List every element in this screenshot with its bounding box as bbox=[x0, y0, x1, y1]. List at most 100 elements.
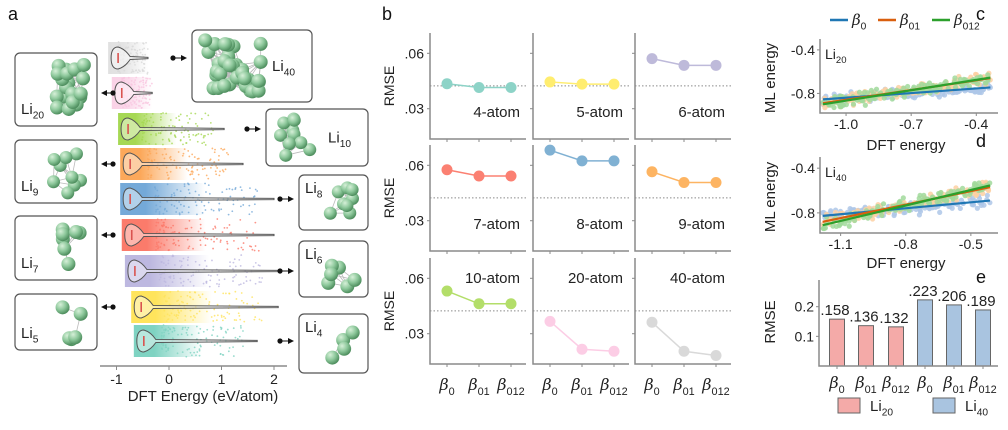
energy-point bbox=[187, 188, 190, 191]
energy-point bbox=[117, 65, 120, 68]
energy-point bbox=[162, 342, 165, 345]
energy-point bbox=[191, 153, 194, 156]
energy-point bbox=[134, 106, 137, 109]
energy-point bbox=[192, 133, 195, 136]
axes-frame bbox=[634, 258, 731, 365]
cluster-label-subscript: 20 bbox=[33, 111, 45, 122]
energy-point bbox=[133, 96, 136, 99]
energy-point bbox=[203, 141, 205, 144]
legend-label-base: β bbox=[899, 11, 909, 29]
energy-point bbox=[122, 86, 125, 89]
energy-point bbox=[141, 58, 144, 61]
x-tick-label: 1 bbox=[218, 371, 226, 387]
violin-shape bbox=[122, 187, 275, 211]
connector-dot bbox=[277, 338, 283, 344]
energy-point bbox=[173, 277, 175, 280]
x-tick-label: β0 bbox=[438, 375, 454, 398]
violin-shape bbox=[114, 81, 153, 105]
connector-li20 bbox=[101, 90, 116, 96]
energy-point bbox=[151, 113, 154, 115]
energy-point bbox=[225, 152, 228, 154]
y-tick-label: .06 bbox=[405, 45, 425, 61]
energy-point bbox=[199, 344, 202, 347]
violin-shape bbox=[136, 329, 258, 353]
energy-point bbox=[218, 209, 221, 212]
energy-point bbox=[172, 255, 175, 258]
atom bbox=[69, 147, 83, 161]
energy-point bbox=[142, 121, 145, 124]
energy-point bbox=[159, 205, 162, 208]
energy-point bbox=[166, 174, 169, 177]
energy-point bbox=[117, 49, 119, 51]
subplot-6-atom: 6-atom bbox=[632, 33, 731, 142]
energy-point bbox=[233, 275, 236, 278]
energy-point bbox=[197, 294, 200, 297]
energy-point bbox=[177, 151, 180, 153]
energy-point bbox=[200, 133, 203, 136]
energy-point bbox=[198, 194, 200, 196]
y-tick-label: .06 bbox=[405, 157, 425, 173]
energy-point bbox=[224, 168, 227, 171]
cluster-structure-li40: Li40 bbox=[191, 29, 313, 103]
energy-point bbox=[199, 296, 202, 299]
energy-point bbox=[180, 260, 183, 263]
cluster-label-base: Li bbox=[21, 101, 33, 118]
axes-frame bbox=[532, 258, 629, 365]
energy-point bbox=[254, 188, 257, 191]
energy-point bbox=[185, 331, 188, 334]
energy-point bbox=[140, 80, 142, 82]
energy-point bbox=[159, 246, 162, 248]
atom bbox=[65, 170, 79, 184]
connector-dot bbox=[277, 196, 283, 202]
panel-b-rmse-grid: 4-atom .06 .03 RMSE 5-atom 6-atom 7-atom .06 .03… bbox=[381, 33, 731, 398]
energy-point bbox=[142, 62, 145, 65]
legend-label: β012 bbox=[953, 11, 980, 33]
energy-point bbox=[133, 81, 136, 84]
energy-point bbox=[232, 280, 234, 282]
energy-point bbox=[227, 350, 230, 353]
energy-point bbox=[213, 344, 216, 347]
cluster-structure-li5: Li5 bbox=[14, 293, 98, 351]
energy-point bbox=[135, 76, 138, 79]
energy-point bbox=[253, 249, 256, 252]
axes-frame bbox=[818, 280, 998, 367]
energy-point bbox=[239, 325, 242, 327]
energy-point bbox=[158, 269, 161, 272]
energy-point bbox=[117, 41, 120, 44]
cluster-label-base: Li bbox=[21, 255, 33, 272]
energy-point bbox=[166, 183, 169, 186]
energy-point bbox=[175, 166, 178, 168]
energy-point bbox=[180, 131, 183, 134]
energy-point bbox=[167, 329, 169, 332]
energy-point bbox=[185, 142, 187, 144]
energy-point bbox=[187, 121, 190, 124]
energy-point bbox=[191, 173, 194, 175]
energy-point bbox=[136, 52, 139, 55]
energy-point bbox=[192, 298, 194, 301]
energy-point bbox=[221, 319, 224, 322]
scatter-point bbox=[822, 105, 828, 111]
energy-point bbox=[181, 211, 184, 214]
scatter-point bbox=[959, 185, 966, 191]
energy-point bbox=[159, 228, 162, 231]
energy-point bbox=[132, 100, 135, 102]
energy-point bbox=[130, 103, 133, 106]
atom bbox=[277, 116, 291, 130]
scatter-point bbox=[900, 195, 906, 201]
energy-point bbox=[219, 239, 222, 242]
energy-point bbox=[207, 133, 210, 136]
data-point bbox=[646, 166, 658, 178]
energy-point bbox=[170, 203, 173, 206]
energy-point bbox=[177, 311, 180, 313]
axes-frame bbox=[819, 39, 998, 114]
energy-point bbox=[224, 330, 227, 333]
energy-point bbox=[228, 347, 231, 349]
energy-point bbox=[184, 227, 187, 230]
violin-row-li6 bbox=[124, 254, 279, 288]
atom bbox=[253, 36, 268, 51]
energy-point bbox=[251, 211, 253, 213]
energy-point bbox=[207, 114, 210, 117]
energy-point bbox=[216, 167, 219, 169]
violin-row-li7 bbox=[121, 218, 275, 252]
